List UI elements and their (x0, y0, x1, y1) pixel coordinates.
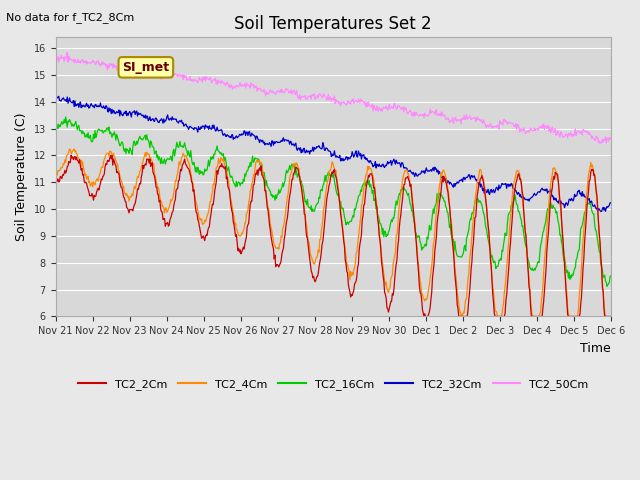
Y-axis label: Soil Temperature (C): Soil Temperature (C) (15, 113, 28, 241)
Text: No data for f_TC2_8Cm: No data for f_TC2_8Cm (6, 12, 134, 23)
X-axis label: Time: Time (580, 342, 611, 355)
Title: Soil Temperatures Set 2: Soil Temperatures Set 2 (234, 15, 432, 33)
Legend: TC2_2Cm, TC2_4Cm, TC2_16Cm, TC2_32Cm, TC2_50Cm: TC2_2Cm, TC2_4Cm, TC2_16Cm, TC2_32Cm, TC… (74, 375, 593, 395)
Text: SI_met: SI_met (122, 61, 170, 74)
